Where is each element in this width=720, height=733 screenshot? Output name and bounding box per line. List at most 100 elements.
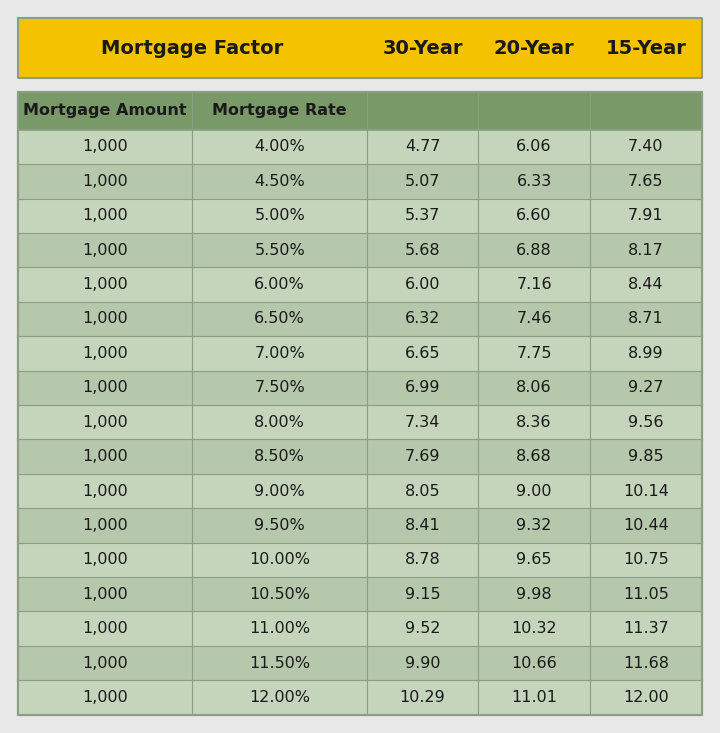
Text: 10.66: 10.66 xyxy=(511,655,557,671)
Text: 8.50%: 8.50% xyxy=(254,449,305,464)
Bar xyxy=(18,577,702,611)
Text: 9.56: 9.56 xyxy=(628,415,664,430)
Text: Mortgage Factor: Mortgage Factor xyxy=(102,39,284,58)
Text: 9.98: 9.98 xyxy=(516,586,552,602)
Text: 9.00: 9.00 xyxy=(516,484,552,498)
Bar xyxy=(18,611,702,646)
Bar xyxy=(18,302,702,336)
Text: 8.36: 8.36 xyxy=(516,415,552,430)
Text: 6.33: 6.33 xyxy=(516,174,552,189)
Bar xyxy=(18,508,702,542)
Text: 1,000: 1,000 xyxy=(82,243,128,258)
Text: 9.85: 9.85 xyxy=(628,449,664,464)
Text: 10.32: 10.32 xyxy=(511,621,557,636)
Bar xyxy=(18,92,702,715)
Text: 1,000: 1,000 xyxy=(82,553,128,567)
Bar xyxy=(18,474,702,508)
Text: 6.06: 6.06 xyxy=(516,139,552,155)
Text: 11.05: 11.05 xyxy=(623,586,669,602)
Text: 10.44: 10.44 xyxy=(623,518,669,533)
Text: 8.68: 8.68 xyxy=(516,449,552,464)
Text: 6.00: 6.00 xyxy=(405,277,441,292)
Text: 7.16: 7.16 xyxy=(516,277,552,292)
Text: 1,000: 1,000 xyxy=(82,484,128,498)
Text: 4.00%: 4.00% xyxy=(254,139,305,155)
Bar xyxy=(18,268,702,302)
Text: 7.69: 7.69 xyxy=(405,449,441,464)
Text: 7.40: 7.40 xyxy=(628,139,664,155)
Bar xyxy=(18,336,702,371)
Bar xyxy=(478,92,590,130)
Text: 9.52: 9.52 xyxy=(405,621,441,636)
Text: 11.50%: 11.50% xyxy=(249,655,310,671)
Text: 10.50%: 10.50% xyxy=(249,586,310,602)
Text: Mortgage Rate: Mortgage Rate xyxy=(212,103,347,118)
Text: 7.75: 7.75 xyxy=(516,346,552,361)
Bar xyxy=(18,542,702,577)
Text: 11.01: 11.01 xyxy=(511,690,557,705)
Text: 8.00%: 8.00% xyxy=(254,415,305,430)
Text: 1,000: 1,000 xyxy=(82,415,128,430)
Text: 8.06: 8.06 xyxy=(516,380,552,395)
Text: 1,000: 1,000 xyxy=(82,380,128,395)
Text: 11.37: 11.37 xyxy=(623,621,669,636)
Bar xyxy=(366,92,478,130)
Bar xyxy=(18,92,702,715)
Bar xyxy=(192,92,366,130)
Text: 1,000: 1,000 xyxy=(82,208,128,224)
Text: 5.07: 5.07 xyxy=(405,174,441,189)
Text: 6.65: 6.65 xyxy=(405,346,441,361)
Text: 9.00%: 9.00% xyxy=(254,484,305,498)
Text: 8.05: 8.05 xyxy=(405,484,441,498)
Text: Mortgage Amount: Mortgage Amount xyxy=(23,103,187,118)
Text: 1,000: 1,000 xyxy=(82,277,128,292)
Text: 6.00%: 6.00% xyxy=(254,277,305,292)
Bar xyxy=(18,371,702,405)
Text: 6.99: 6.99 xyxy=(405,380,441,395)
Text: 8.71: 8.71 xyxy=(628,312,664,326)
Bar xyxy=(18,164,702,199)
Text: 8.99: 8.99 xyxy=(628,346,664,361)
Bar xyxy=(18,405,702,439)
Text: 5.00%: 5.00% xyxy=(254,208,305,224)
Text: 8.78: 8.78 xyxy=(405,553,441,567)
Text: 15-Year: 15-Year xyxy=(606,39,686,58)
Text: 6.88: 6.88 xyxy=(516,243,552,258)
Text: 6.60: 6.60 xyxy=(516,208,552,224)
Text: 9.15: 9.15 xyxy=(405,586,441,602)
Text: 20-Year: 20-Year xyxy=(494,39,575,58)
Text: 1,000: 1,000 xyxy=(82,174,128,189)
Text: 1,000: 1,000 xyxy=(82,139,128,155)
Text: 1,000: 1,000 xyxy=(82,449,128,464)
Bar xyxy=(18,199,702,233)
Bar xyxy=(18,646,702,680)
Text: 9.27: 9.27 xyxy=(628,380,664,395)
Text: 11.68: 11.68 xyxy=(623,655,669,671)
Text: 6.32: 6.32 xyxy=(405,312,440,326)
Text: 8.17: 8.17 xyxy=(628,243,664,258)
Text: 12.00: 12.00 xyxy=(623,690,669,705)
Text: 5.50%: 5.50% xyxy=(254,243,305,258)
Text: 9.50%: 9.50% xyxy=(254,518,305,533)
Text: 7.00%: 7.00% xyxy=(254,346,305,361)
Bar xyxy=(18,130,702,164)
Text: 9.65: 9.65 xyxy=(516,553,552,567)
Text: 7.50%: 7.50% xyxy=(254,380,305,395)
Bar xyxy=(18,680,702,715)
Bar xyxy=(18,439,702,474)
Text: 1,000: 1,000 xyxy=(82,346,128,361)
Text: 7.46: 7.46 xyxy=(516,312,552,326)
Text: 7.34: 7.34 xyxy=(405,415,440,430)
Text: 1,000: 1,000 xyxy=(82,312,128,326)
Text: 1,000: 1,000 xyxy=(82,690,128,705)
Text: 8.41: 8.41 xyxy=(405,518,441,533)
Text: 1,000: 1,000 xyxy=(82,655,128,671)
Text: 10.75: 10.75 xyxy=(623,553,669,567)
Text: 1,000: 1,000 xyxy=(82,621,128,636)
Text: 5.37: 5.37 xyxy=(405,208,440,224)
Text: 8.44: 8.44 xyxy=(628,277,664,292)
Text: 10.00%: 10.00% xyxy=(249,553,310,567)
Text: 1,000: 1,000 xyxy=(82,586,128,602)
Text: 4.50%: 4.50% xyxy=(254,174,305,189)
Text: 5.68: 5.68 xyxy=(405,243,441,258)
